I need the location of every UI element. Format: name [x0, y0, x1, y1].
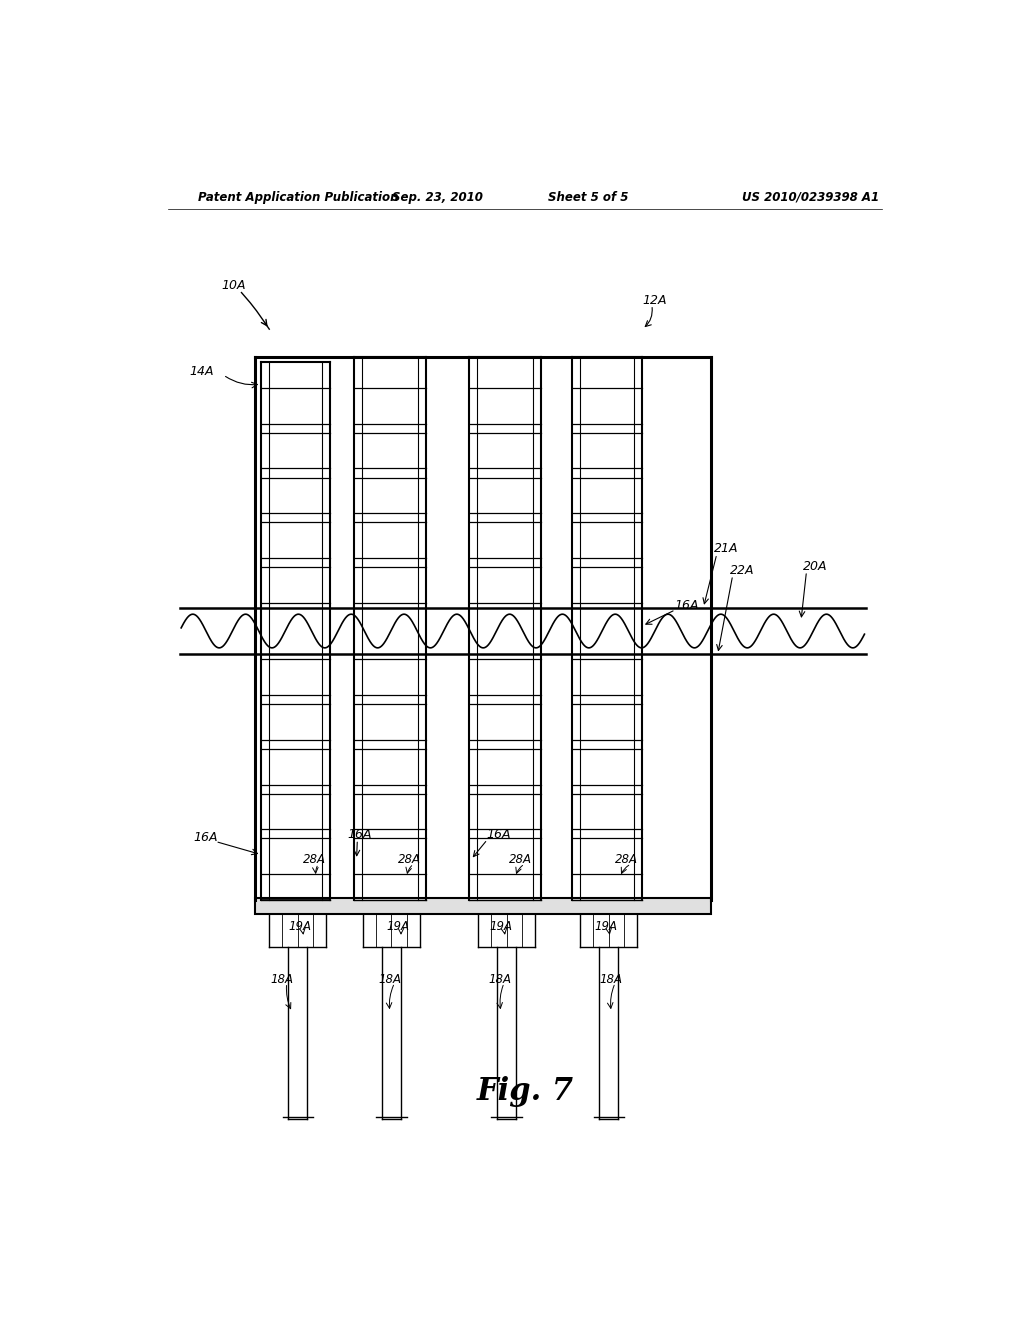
Bar — [255, 899, 712, 913]
Text: 10A: 10A — [221, 279, 246, 292]
Text: 16A: 16A — [674, 599, 698, 612]
Text: 16A: 16A — [194, 830, 217, 843]
Text: Patent Application Publication: Patent Application Publication — [198, 190, 398, 203]
Text: 14A: 14A — [189, 366, 214, 379]
Text: Sep. 23, 2010: Sep. 23, 2010 — [392, 190, 483, 203]
Text: 28A: 28A — [303, 853, 326, 866]
Text: 20A: 20A — [803, 561, 827, 573]
Text: 12A: 12A — [642, 294, 667, 308]
Text: 28A: 28A — [397, 853, 421, 866]
Text: 18A: 18A — [379, 973, 401, 986]
Text: US 2010/0239398 A1: US 2010/0239398 A1 — [742, 190, 879, 203]
Text: 19A: 19A — [595, 920, 617, 933]
Text: 19A: 19A — [289, 920, 311, 933]
Text: 19A: 19A — [489, 920, 513, 933]
Text: 22A: 22A — [729, 564, 754, 577]
Text: Fig. 7: Fig. 7 — [476, 1076, 573, 1107]
Text: Sheet 5 of 5: Sheet 5 of 5 — [548, 190, 629, 203]
Text: 18A: 18A — [599, 973, 623, 986]
Text: 19A: 19A — [387, 920, 410, 933]
Text: 28A: 28A — [615, 853, 638, 866]
Text: 21A: 21A — [714, 543, 738, 556]
Text: 28A: 28A — [509, 853, 531, 866]
Text: 18A: 18A — [270, 973, 294, 986]
Text: 18A: 18A — [488, 973, 511, 986]
Text: 16A: 16A — [486, 828, 511, 841]
Text: 16A: 16A — [348, 828, 373, 841]
